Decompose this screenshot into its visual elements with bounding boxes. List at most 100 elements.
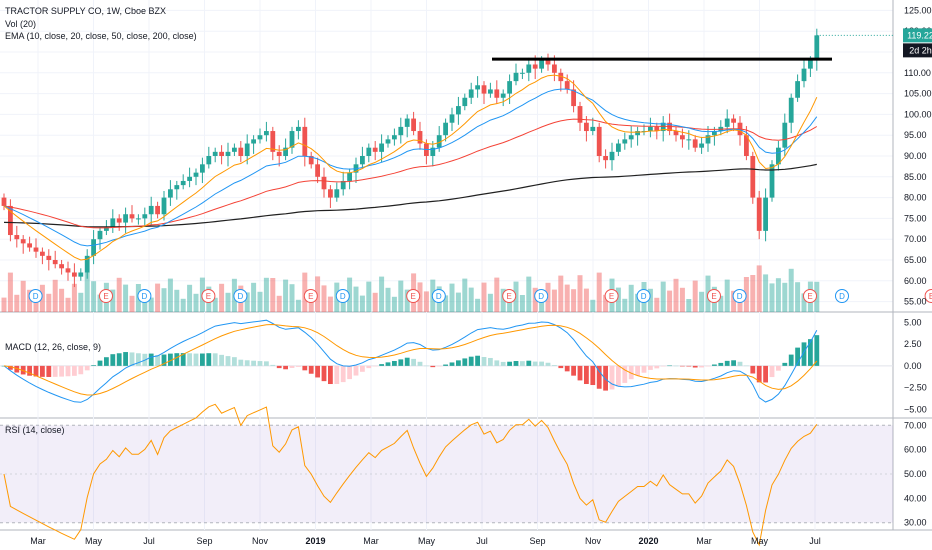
- macd-histogram-bar: [750, 365, 756, 374]
- macd-histogram-bar: [276, 365, 282, 369]
- macd-histogram-bar: [782, 362, 788, 366]
- candle-body: [193, 172, 199, 177]
- volume-bar: [724, 279, 730, 312]
- rsi-line: [3, 403, 818, 547]
- volume-bar: [487, 293, 493, 312]
- volume-bar: [167, 278, 173, 312]
- macd-histogram-bar: [289, 365, 295, 368]
- macd-histogram-bar: [513, 361, 519, 366]
- price-tick-label: 90.00: [904, 151, 927, 161]
- volume-bar: [270, 278, 276, 312]
- volume-bar: [462, 278, 468, 312]
- macd-histogram-bar: [225, 356, 231, 366]
- macd-histogram-bar: [251, 360, 256, 366]
- time-tick-label: Sep: [529, 536, 545, 546]
- macd-histogram-bar: [110, 354, 116, 366]
- candle-body: [443, 122, 448, 136]
- volume-bar: [97, 294, 103, 312]
- dividend-marker: [137, 289, 152, 303]
- volume-bar: [321, 285, 327, 312]
- ema20-line: [3, 88, 818, 247]
- macd-histogram-bar: [238, 359, 244, 366]
- earnings-marker: [803, 289, 817, 303]
- candle-body: [756, 197, 762, 231]
- earnings-marker: [99, 289, 113, 303]
- candle-body: [296, 126, 301, 132]
- price-candles[interactable]: [1, 28, 820, 288]
- volume-bar: [302, 272, 308, 312]
- volume-bar: [174, 289, 180, 312]
- price-tick-label: 70.00: [904, 234, 927, 244]
- volume-bar: [775, 278, 781, 312]
- candle-body: [392, 135, 397, 140]
- macd-histogram-bar: [673, 365, 679, 367]
- macd-histogram-bar: [660, 365, 666, 367]
- macd-histogram-bar: [27, 365, 32, 376]
- dividend-marker: [732, 289, 747, 303]
- candle-body: [180, 180, 186, 186]
- candle-body: [526, 64, 532, 73]
- candle-body: [40, 251, 45, 256]
- candle-body: [270, 131, 276, 152]
- macd-histogram-bar: [417, 361, 423, 366]
- macd-histogram-bar: [481, 357, 487, 366]
- macd-histogram-bar: [200, 353, 205, 366]
- macd-panel: [0, 319, 893, 403]
- volume-bar: [155, 283, 161, 312]
- macd-histogram-bar: [372, 365, 378, 367]
- candle-body: [168, 189, 173, 198]
- macd-histogram-bar: [456, 360, 461, 366]
- dividend-marker-label: D: [436, 292, 442, 301]
- macd-histogram-bar: [763, 365, 768, 383]
- volume-bar: [289, 284, 295, 312]
- macd-signal-line: [3, 323, 818, 396]
- candle-body: [328, 189, 333, 198]
- volume-bar: [801, 293, 807, 312]
- time-tick-label: Nov: [585, 536, 602, 546]
- price-tick-label: 55.00: [904, 297, 927, 307]
- volume-bar: [276, 295, 282, 312]
- volume-bar: [423, 291, 429, 312]
- price-tick-label: 100.00: [904, 109, 932, 119]
- volume-bar: [398, 280, 404, 312]
- candle-body: [385, 139, 391, 144]
- macd-histogram-bar: [136, 353, 141, 366]
- earnings-marker-label: E: [411, 292, 416, 301]
- macd-histogram-bar: [737, 361, 743, 366]
- candle-body: [660, 122, 666, 132]
- earnings-marker-label: E: [609, 292, 614, 301]
- candle-body: [174, 185, 180, 190]
- volume-bar: [667, 290, 673, 312]
- candle-body: [513, 72, 519, 82]
- candle-body: [488, 89, 493, 94]
- candle-body: [123, 214, 128, 223]
- macd-histogram-bar: [187, 353, 192, 366]
- macd-histogram-bar: [52, 365, 58, 377]
- volume-bar: [468, 287, 474, 312]
- candle-body: [321, 176, 327, 190]
- macd-histogram-bar: [379, 364, 384, 366]
- macd-histogram-bar: [78, 365, 84, 375]
- rsi-band: [0, 424, 893, 524]
- time-tick-label: Jul: [476, 536, 488, 546]
- macd-histogram-bar: [174, 353, 180, 366]
- macd-histogram-bar: [104, 357, 109, 366]
- rsi-tick-label: 40.00: [904, 493, 927, 503]
- volume-bar: [212, 297, 218, 312]
- volume-bar: [315, 276, 321, 312]
- volume-bar: [590, 299, 596, 312]
- volume-bar: [500, 288, 506, 312]
- macd-tick-label: −2.50: [904, 383, 927, 393]
- volume-bar: [571, 289, 577, 312]
- macd-histogram-bar: [353, 365, 359, 376]
- macd-histogram-bar: [398, 359, 404, 366]
- earnings-marker-label: E: [507, 292, 512, 301]
- macd-histogram-bar: [155, 355, 160, 366]
- volume-bar: [193, 293, 199, 312]
- volume-bar: [295, 299, 301, 312]
- macd-histogram-bar: [654, 365, 660, 369]
- candle-body: [686, 139, 692, 141]
- dividend-marker-label: D: [33, 292, 39, 301]
